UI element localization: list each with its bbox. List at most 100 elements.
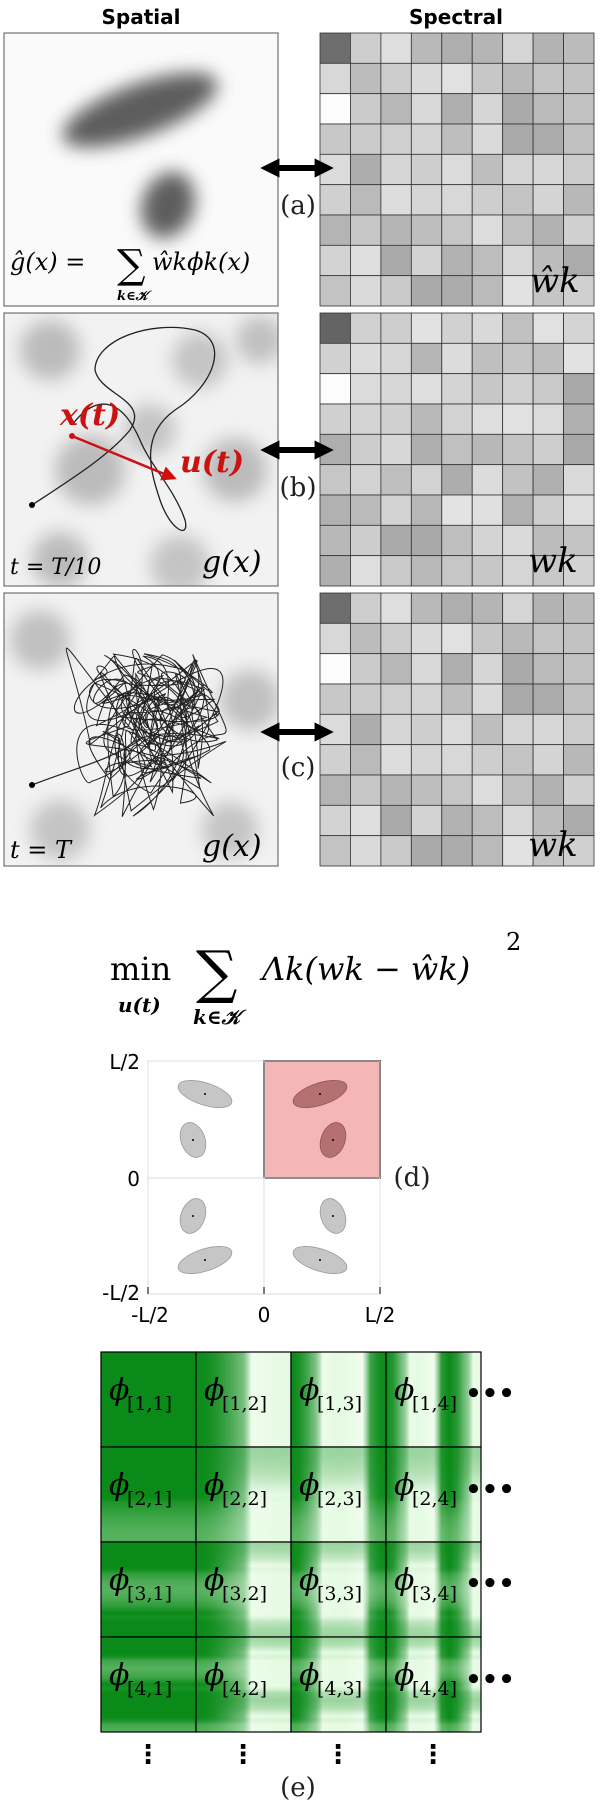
spectral-cell: [410, 744, 443, 776]
ellipsis-col-1: ⋮: [135, 1740, 161, 1770]
spectral-cell: [563, 524, 595, 557]
spectral-cell: [319, 744, 351, 776]
spectral-cell: [441, 403, 473, 435]
formula-lhs: ĝ(x) =: [10, 248, 85, 276]
spectral-cell: [380, 403, 412, 435]
spectral-cell: [532, 342, 564, 375]
panel-b-spatial: [4, 313, 278, 586]
ellipsis-row-4: •••: [465, 1665, 515, 1695]
spectral-cell: [502, 244, 534, 277]
spectral-cell: [441, 494, 473, 526]
spectral-cell: [532, 184, 564, 216]
panel-a-spectral-label: ŵk: [530, 261, 580, 301]
spectral-cell: [441, 342, 473, 375]
spectral-cell: [441, 373, 473, 405]
spectral-cell: [350, 774, 382, 806]
spectral-cell: [319, 62, 351, 95]
spectral-cell: [441, 93, 473, 125]
spectral-cell: [563, 312, 595, 344]
y-tick-mid: 0: [127, 1167, 140, 1191]
spectral-cell: [471, 524, 504, 557]
spectral-cell: [532, 592, 564, 624]
spectral-cell: [502, 713, 534, 746]
spectral-cell: [441, 683, 473, 715]
x-tick-left: -L/2: [131, 1303, 169, 1327]
spectral-cell: [502, 32, 534, 64]
spectral-cell: [380, 713, 412, 746]
spectral-cell: [410, 184, 443, 216]
spectral-cell: [441, 835, 473, 867]
objective-sum: ∑: [196, 938, 237, 1006]
spectral-cell: [380, 123, 412, 155]
spectral-cell: [502, 373, 534, 405]
spectral-cell: [380, 835, 412, 867]
spectral-cell: [319, 524, 351, 557]
spectral-cell: [441, 32, 473, 64]
spectral-cell: [563, 555, 595, 587]
ellipsis-col-2: ⋮: [230, 1740, 256, 1770]
spectral-cell: [441, 744, 473, 776]
spectral-cell: [441, 275, 473, 307]
spectral-cell: [471, 403, 504, 435]
spectral-cell: [410, 93, 443, 125]
spectral-cell: [319, 622, 351, 655]
basis-phi-symbol: ϕ: [299, 1468, 319, 1503]
spectral-cell: [350, 153, 382, 186]
spectral-cell: [563, 433, 595, 466]
basis-index-label: [4,3]: [317, 1678, 362, 1700]
panel-d-plot: [147, 1060, 381, 1295]
basis-index-label: [4,1]: [127, 1678, 172, 1700]
spectral-cell: [410, 713, 443, 746]
basis-phi-symbol: ϕ: [109, 1563, 129, 1598]
spectral-cell: [532, 153, 564, 186]
spectral-cell: [532, 835, 564, 867]
spectral-cell: [350, 592, 382, 624]
spectral-cell: [319, 312, 351, 344]
spectral-cell: [350, 123, 382, 155]
spectral-cell: [502, 524, 534, 557]
spectral-cell: [380, 214, 412, 246]
spectral-cell: [502, 184, 534, 216]
spectral-cell: [380, 804, 412, 837]
ellipsis-col-4: ⋮: [420, 1740, 446, 1770]
spectral-cell: [380, 275, 412, 307]
spectral-cell: [532, 433, 564, 466]
spectral-cell: [319, 184, 351, 216]
spectral-cell: [502, 622, 534, 655]
spectral-cell: [410, 153, 443, 186]
spectral-cell: [441, 713, 473, 746]
spectral-cell: [563, 592, 595, 624]
formula-rhs: ŵkϕk(x): [152, 248, 250, 276]
spectral-cell: [502, 275, 534, 307]
spectral-cell: [380, 494, 412, 526]
spectral-cell: [563, 683, 595, 715]
objective-body: Λk(wk − ŵk): [259, 950, 470, 988]
panel-d-label: (d): [394, 1163, 431, 1193]
spectral-cell: [471, 494, 504, 526]
basis-phi-symbol: ϕ: [299, 1563, 319, 1598]
spectral-cell: [441, 555, 473, 587]
spectral-cell: [532, 804, 564, 837]
spectral-cell: [380, 153, 412, 186]
spectral-cell: [410, 123, 443, 155]
spectral-cell: [471, 804, 504, 837]
spectral-cell: [532, 494, 564, 526]
spectral-cell: [471, 592, 504, 624]
spectral-cell: [319, 653, 351, 685]
spectral-cell: [502, 683, 534, 715]
spectral-cell: [410, 592, 443, 624]
spectral-cell: [502, 214, 534, 246]
basis-index-label: [4,4]: [412, 1678, 457, 1700]
spectral-cell: [471, 62, 504, 95]
position-label: x(t): [59, 398, 120, 433]
spectral-cell: [471, 555, 504, 587]
spectral-cell: [532, 683, 564, 715]
spectral-cell: [532, 214, 564, 246]
spectral-cell: [441, 592, 473, 624]
spectral-cell: [563, 373, 595, 405]
spectral-cell: [380, 342, 412, 375]
panel-c-spectral-label: wk: [528, 825, 578, 865]
spectral-cell: [380, 653, 412, 685]
spectral-cell: [319, 464, 351, 496]
